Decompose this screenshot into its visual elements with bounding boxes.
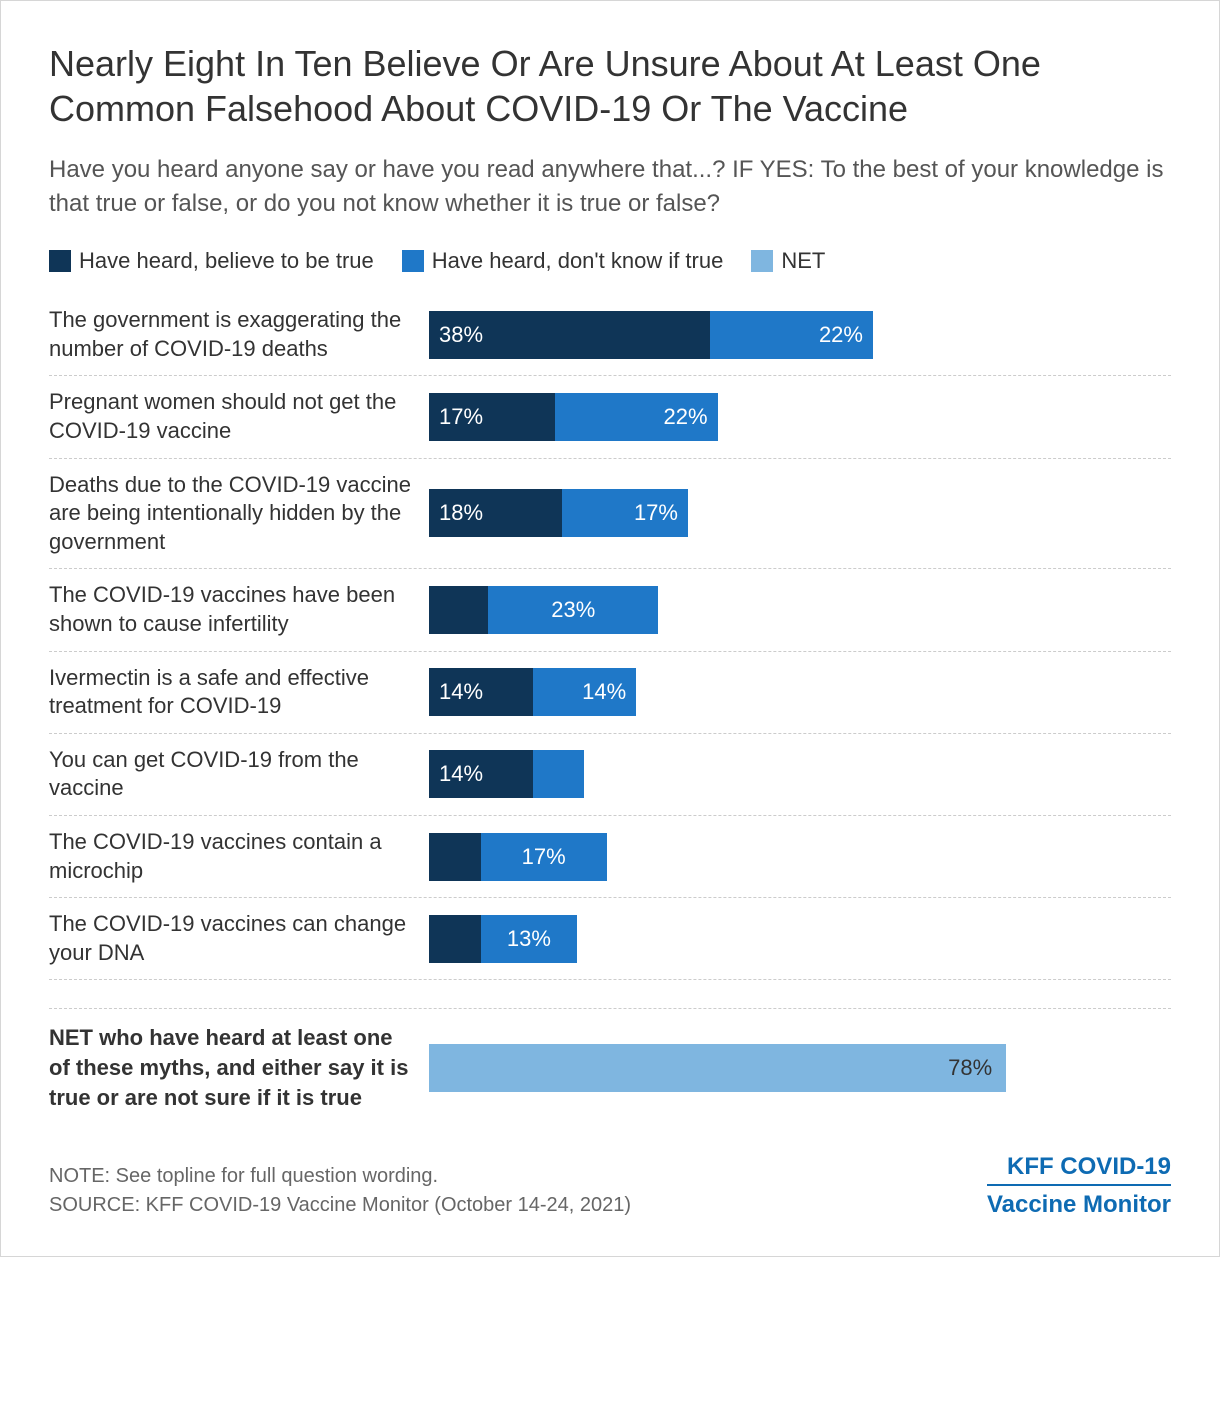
footnote-source: SOURCE: KFF COVID-19 Vaccine Monitor (Oc…: [49, 1191, 631, 1220]
row-label: Deaths due to the COVID-19 vaccine are b…: [49, 471, 429, 557]
row-label: The COVID-19 vaccines contain a microchi…: [49, 828, 429, 885]
row-bars: 17%: [429, 833, 1171, 881]
chart-row: Ivermectin is a safe and effective treat…: [49, 652, 1171, 734]
net-label: NET who have heard at least one of these…: [49, 1023, 429, 1112]
segment-believe-true: 18%: [429, 489, 562, 537]
net-row: NET who have heard at least one of these…: [49, 1008, 1171, 1122]
segment-dont-know: 22%: [710, 311, 873, 359]
row-bars: 17% 22%: [429, 393, 1171, 441]
legend-label: Have heard, believe to be true: [79, 248, 374, 274]
segment-believe-true: 17%: [429, 393, 555, 441]
chart-row: You can get COVID-19 from the vaccine 14%: [49, 734, 1171, 816]
row-bars: 18% 17%: [429, 489, 1171, 537]
legend-item: Have heard, believe to be true: [49, 248, 374, 274]
chart-rows: The government is exaggerating the numbe…: [49, 294, 1171, 980]
segment-value: 17%: [522, 844, 566, 870]
segment-value: 13%: [507, 926, 551, 952]
row-bars: 13%: [429, 915, 1171, 963]
row-bars: 14% 14%: [429, 668, 1171, 716]
row-bars: 38% 22%: [429, 311, 1171, 359]
row-label: Pregnant women should not get the COVID-…: [49, 388, 429, 445]
segment-value: 14%: [439, 761, 483, 787]
chart-row: The COVID-19 vaccines have been shown to…: [49, 569, 1171, 651]
footnote-note: NOTE: See topline for full question word…: [49, 1162, 631, 1191]
row-label: The COVID-19 vaccines have been shown to…: [49, 581, 429, 638]
chart-row: Deaths due to the COVID-19 vaccine are b…: [49, 459, 1171, 570]
legend-item: NET: [751, 248, 825, 274]
segment-believe-true: [429, 833, 481, 881]
brand-logo: KFF COVID-19 Vaccine Monitor: [987, 1152, 1171, 1220]
segment-value: 14%: [582, 679, 626, 705]
brand-line2: Vaccine Monitor: [987, 1184, 1171, 1220]
chart-row: Pregnant women should not get the COVID-…: [49, 376, 1171, 458]
footer: NOTE: See topline for full question word…: [49, 1152, 1171, 1220]
row-bars: 23%: [429, 586, 1171, 634]
legend-label: Have heard, don't know if true: [432, 248, 724, 274]
segment-believe-true: 38%: [429, 311, 710, 359]
segment-believe-true: 14%: [429, 750, 533, 798]
segment-believe-true: [429, 586, 488, 634]
segment-value: 23%: [551, 597, 595, 623]
row-label: The government is exaggerating the numbe…: [49, 306, 429, 363]
segment-value: 22%: [819, 322, 863, 348]
segment-dont-know: 17%: [481, 833, 607, 881]
segment-believe-true: [429, 915, 481, 963]
segment-value: 14%: [439, 679, 483, 705]
legend: Have heard, believe to be true Have heard…: [49, 248, 1171, 274]
segment-value: 17%: [439, 404, 483, 430]
chart-row: The COVID-19 vaccines contain a microchi…: [49, 816, 1171, 898]
chart-row: The government is exaggerating the numbe…: [49, 294, 1171, 376]
legend-swatch: [751, 250, 773, 272]
segment-dont-know: 22%: [555, 393, 718, 441]
chart-title: Nearly Eight In Ten Believe Or Are Unsur…: [49, 41, 1171, 131]
segment-value: 22%: [664, 404, 708, 430]
segment-value: 18%: [439, 500, 483, 526]
net-bar-wrap: 78%: [429, 1044, 1171, 1092]
segment-believe-true: 14%: [429, 668, 533, 716]
spacer: [49, 980, 1171, 1008]
segment-dont-know: 13%: [481, 915, 577, 963]
brand-line1: KFF COVID-19: [987, 1152, 1171, 1182]
row-label: You can get COVID-19 from the vaccine: [49, 746, 429, 803]
segment-dont-know: 14%: [533, 668, 637, 716]
chart-subtitle: Have you heard anyone say or have you re…: [49, 153, 1171, 220]
legend-swatch: [402, 250, 424, 272]
footnotes: NOTE: See topline for full question word…: [49, 1162, 631, 1220]
segment-dont-know: 17%: [562, 489, 688, 537]
legend-swatch: [49, 250, 71, 272]
row-label: The COVID-19 vaccines can change your DN…: [49, 910, 429, 967]
net-value: 78%: [948, 1055, 992, 1081]
segment-value: 17%: [634, 500, 678, 526]
legend-label: NET: [781, 248, 825, 274]
chart-card: Nearly Eight In Ten Believe Or Are Unsur…: [0, 0, 1220, 1257]
segment-dont-know: 23%: [488, 586, 658, 634]
legend-item: Have heard, don't know if true: [402, 248, 724, 274]
segment-value: 38%: [439, 322, 483, 348]
chart-row: The COVID-19 vaccines can change your DN…: [49, 898, 1171, 980]
row-label: Ivermectin is a safe and effective treat…: [49, 664, 429, 721]
row-bars: 14%: [429, 750, 1171, 798]
net-bar: 78%: [429, 1044, 1006, 1092]
segment-dont-know: [533, 750, 585, 798]
